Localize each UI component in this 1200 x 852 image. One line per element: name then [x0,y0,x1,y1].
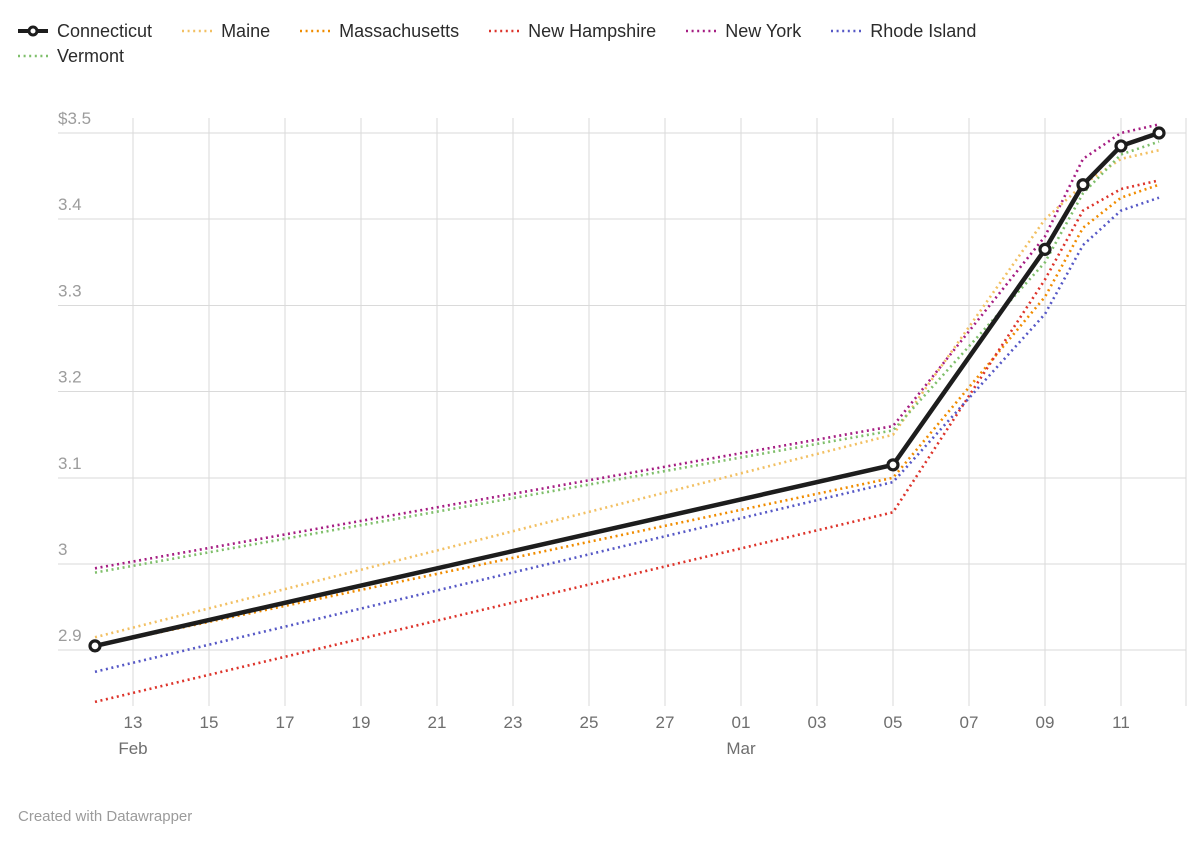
x-axis-tick-label: 13 [124,713,143,732]
data-point-marker-connecticut [886,458,900,472]
x-axis-tick-label: 27 [656,713,675,732]
legend-item-new-hampshire: New Hampshire [489,22,656,40]
y-axis-tick-label: $3.5 [58,109,91,128]
legend-item-rhode-island: Rhode Island [831,22,976,40]
y-axis-tick-label: 3.2 [58,368,82,387]
data-point-marker-connecticut [88,639,102,653]
x-axis-tick-label: 21 [428,713,447,732]
data-point-marker-connecticut [1152,126,1166,140]
x-axis-tick-label: 25 [580,713,599,732]
legend-item-maine: Maine [182,22,270,40]
x-axis-tick-label: 05 [884,713,903,732]
legend: Connecticut Maine Massachusetts New Hampshi… [18,22,1138,65]
x-axis-month-label: Feb [118,739,147,758]
legend-item-new-york: New York [686,22,801,40]
x-axis-tick-label: 01 [732,713,751,732]
data-point-marker-connecticut [1076,178,1090,192]
legend-item-connecticut: Connecticut [18,22,152,40]
legend-item-vermont: Vermont [18,47,124,65]
legend-label: Rhode Island [870,21,977,41]
legend-label: New York [725,21,802,41]
x-axis-tick-label: 15 [200,713,219,732]
legend-label: Vermont [57,46,125,66]
x-axis-tick-label: 09 [1036,713,1055,732]
x-axis-tick-label: 11 [1112,713,1130,732]
data-point-marker-connecticut [1038,242,1052,256]
x-axis-tick-label: 23 [504,713,523,732]
legend-item-massachusetts: Massachusetts [300,22,459,40]
legend-label: Connecticut [57,21,153,41]
series-line-rhode-island [94,196,1160,674]
y-axis-tick-label: 3.4 [58,195,82,214]
x-axis-tick-label: 17 [276,713,295,732]
y-axis-tick-label: 3 [58,540,67,559]
x-axis-tick-label: 19 [352,713,371,732]
datawrapper-credit-link[interactable]: Created with Datawrapper [18,808,193,825]
x-axis-tick-label: 03 [808,713,827,732]
legend-line-swatch-icon [18,25,48,37]
series-line-massachusetts [94,183,1160,648]
legend-row: Vermont [18,47,1138,65]
series-line-new-hampshire [94,179,1160,704]
legend-row: Connecticut Maine Massachusetts New Hampshi… [18,22,1138,40]
series-line-vermont [94,140,1160,574]
series-line-connecticut [92,130,1162,649]
y-axis-tick-label: 2.9 [58,626,82,645]
x-axis-month-label: Mar [726,739,756,758]
y-axis-tick-label: 3.3 [58,281,82,300]
x-axis-tick-label: 07 [960,713,979,732]
y-axis-tick-label: 3.1 [58,454,82,473]
legend-label: Maine [221,21,271,41]
data-point-marker-connecticut [1114,139,1128,153]
legend-label: New Hampshire [528,21,657,41]
legend-label: Massachusetts [339,21,460,41]
